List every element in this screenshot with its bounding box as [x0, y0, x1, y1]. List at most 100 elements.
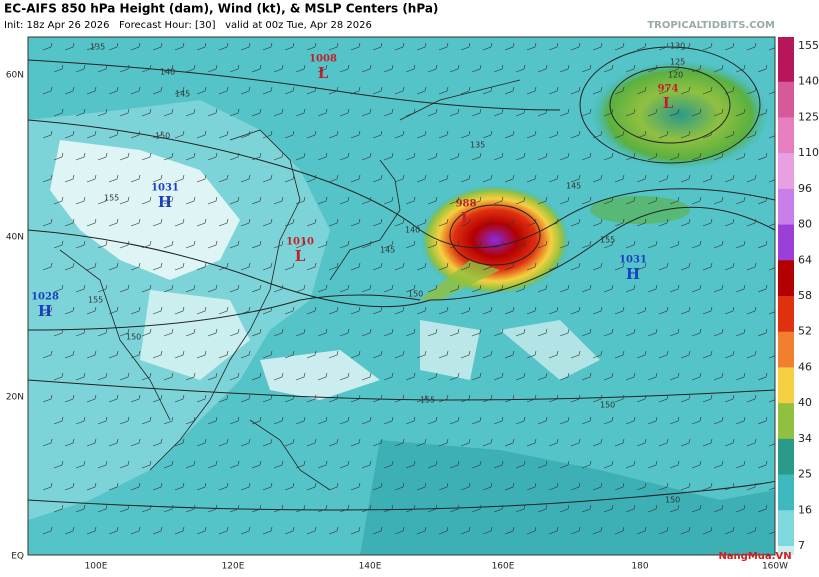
barb — [284, 306, 295, 315]
barb — [196, 262, 207, 271]
pressure-letter: H — [158, 193, 172, 211]
barb — [251, 284, 262, 293]
barb — [284, 394, 295, 403]
barb — [636, 438, 647, 447]
barb — [394, 394, 405, 403]
barb — [328, 306, 339, 315]
barb — [449, 284, 460, 293]
barb — [339, 460, 350, 469]
colorbar-label: 7 — [798, 539, 805, 552]
barb — [526, 42, 537, 51]
barb — [86, 482, 97, 491]
barb — [702, 42, 713, 51]
barb — [570, 438, 581, 447]
barb — [152, 438, 163, 447]
barb — [735, 416, 746, 425]
barb — [53, 372, 64, 381]
barb — [757, 284, 768, 293]
barb — [152, 174, 163, 183]
barb — [614, 306, 625, 315]
contour-label: 150 — [600, 401, 615, 410]
barb — [339, 152, 350, 161]
barb — [295, 328, 306, 337]
barb — [64, 262, 75, 271]
barb — [603, 152, 614, 161]
barb — [317, 372, 328, 381]
barb — [361, 152, 372, 161]
barb — [416, 482, 427, 491]
barb — [548, 130, 559, 139]
barb — [669, 284, 680, 293]
barb — [460, 482, 471, 491]
barb — [240, 350, 251, 359]
barb — [537, 108, 548, 117]
barb — [350, 350, 361, 359]
barb — [757, 504, 768, 513]
colorbar-label: 110 — [798, 146, 819, 159]
barb — [570, 86, 581, 95]
barb — [218, 438, 229, 447]
barb — [108, 130, 119, 139]
barb — [251, 504, 262, 513]
barb — [86, 262, 97, 271]
pressure-value: 988 — [456, 199, 477, 210]
barb — [438, 218, 449, 227]
contour-label: 155 — [88, 296, 103, 305]
barb — [64, 86, 75, 95]
barb — [515, 460, 526, 469]
barb — [185, 284, 196, 293]
barb — [471, 460, 482, 469]
barb — [273, 460, 284, 469]
barb — [119, 328, 130, 337]
barb — [207, 108, 218, 117]
barb — [735, 460, 746, 469]
barb — [680, 306, 691, 315]
barb — [405, 372, 416, 381]
barb — [548, 262, 559, 271]
barb — [614, 218, 625, 227]
contour-label: 155 — [420, 396, 435, 405]
barb — [240, 482, 251, 491]
barb — [724, 306, 735, 315]
barb — [152, 86, 163, 95]
barb — [394, 306, 405, 315]
barb — [42, 350, 53, 359]
barb — [339, 240, 350, 249]
barb — [196, 526, 207, 535]
barb — [328, 86, 339, 95]
barb — [658, 262, 669, 271]
barb — [570, 174, 581, 183]
barb — [119, 240, 130, 249]
pressure-value: 1010 — [286, 237, 314, 248]
barb — [493, 240, 504, 249]
barb — [581, 328, 592, 337]
light-area — [500, 320, 600, 380]
barb — [427, 240, 438, 249]
barb — [416, 306, 427, 315]
barb — [163, 284, 174, 293]
barb — [757, 108, 768, 117]
barb — [163, 196, 174, 205]
barb — [724, 42, 735, 51]
barb — [251, 152, 262, 161]
barb — [592, 526, 603, 535]
barb — [636, 526, 647, 535]
barb — [504, 438, 515, 447]
barb — [449, 372, 460, 381]
barb — [350, 438, 361, 447]
barb — [735, 372, 746, 381]
barb — [471, 372, 482, 381]
barb — [548, 42, 559, 51]
barb — [229, 372, 240, 381]
barb — [746, 394, 757, 403]
barb — [713, 64, 724, 73]
barb — [669, 108, 680, 117]
barb — [471, 196, 482, 205]
barb — [592, 482, 603, 491]
barb — [537, 416, 548, 425]
barb — [361, 196, 372, 205]
barb — [757, 416, 768, 425]
barb — [218, 306, 229, 315]
barb — [152, 262, 163, 271]
barb — [537, 152, 548, 161]
